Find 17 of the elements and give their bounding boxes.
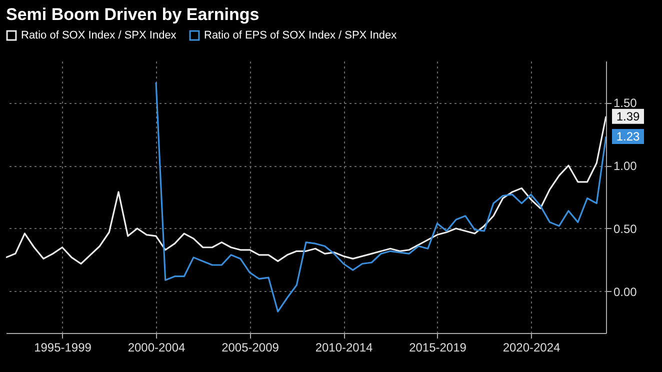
- legend-label: Ratio of SOX Index / SPX Index: [21, 30, 177, 42]
- line-series: [155, 82, 606, 312]
- x-tick-label: 2000-2004: [128, 340, 186, 354]
- data-label: 1.39: [616, 109, 640, 124]
- x-tick-label: 2005-2009: [222, 340, 280, 354]
- x-tick-label: 2020-2024: [502, 340, 561, 354]
- legend-label: Ratio of EPS of SOX Index / SPX Index: [204, 30, 398, 42]
- y-tick-label: 0.00: [614, 284, 638, 299]
- x-tick-label: 2015-2019: [409, 340, 467, 354]
- y-tick-label: 1.00: [614, 159, 638, 174]
- chart-title: Semi Boom Driven by Earnings: [6, 5, 260, 24]
- line-series: [6, 116, 606, 265]
- x-tick-label: 2010-2014: [315, 340, 374, 354]
- y-tick-label: 0.50: [614, 222, 638, 236]
- data-label: 1.23: [616, 130, 640, 144]
- x-tick-label: 1995-1999: [34, 340, 92, 354]
- y-tick-label: 1.50: [614, 96, 638, 110]
